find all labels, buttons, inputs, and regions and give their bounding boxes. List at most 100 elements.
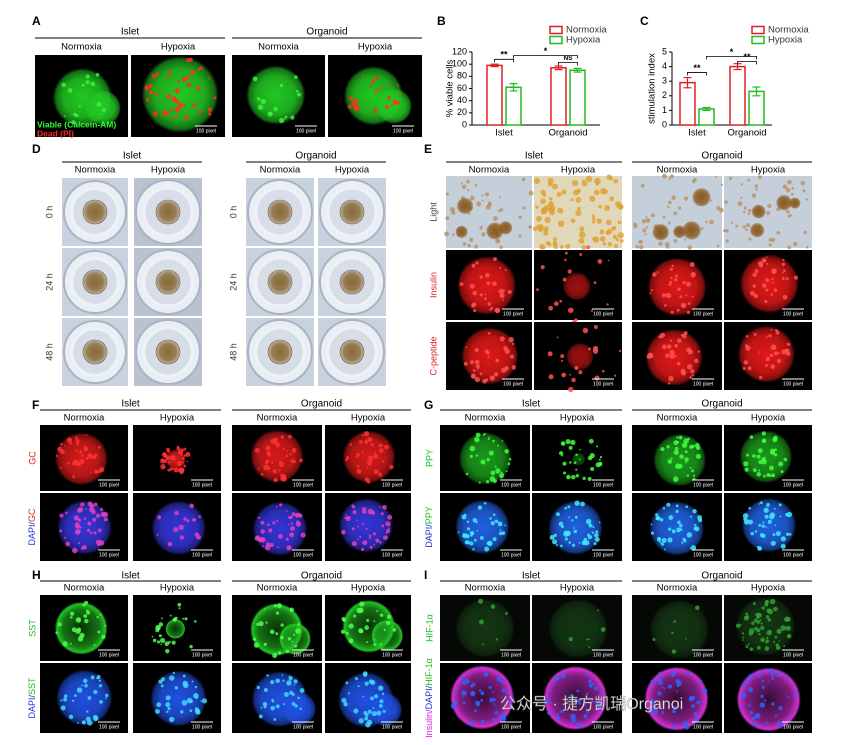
spheroid (456, 197, 474, 215)
speckle (74, 522, 80, 528)
speckle (560, 354, 565, 359)
scale-bar-label: 100 pixel (503, 311, 523, 317)
speckle (459, 282, 464, 287)
cell (745, 223, 751, 228)
speckle (588, 646, 591, 648)
speckle (158, 622, 164, 627)
speckle (596, 705, 600, 709)
speckle (689, 445, 693, 449)
speckle (494, 307, 500, 313)
speckle (657, 691, 662, 696)
row-label: 24 h (228, 273, 238, 291)
speckle (275, 704, 280, 709)
speckle (760, 622, 763, 625)
speckle (356, 465, 360, 468)
speckle (587, 476, 592, 481)
spheroid (339, 339, 365, 365)
speckle (379, 541, 382, 544)
speckle (652, 708, 659, 714)
speckle (689, 376, 693, 379)
speckle (773, 351, 779, 356)
legend-swatch (549, 25, 563, 35)
speckle (770, 293, 774, 296)
scale-bar-label: 100 pixel (293, 552, 313, 558)
speckle (364, 625, 369, 630)
speckle (588, 638, 591, 641)
speckle (693, 712, 698, 716)
speckle (72, 475, 76, 479)
speckle (174, 99, 180, 105)
speckle (494, 710, 499, 715)
speckle (771, 702, 775, 706)
speckle (568, 307, 574, 314)
speckle (757, 613, 761, 616)
cell (671, 195, 676, 200)
speckle (750, 531, 754, 536)
speckle (549, 701, 552, 704)
speckle (299, 688, 305, 693)
panel-letter: H (32, 568, 41, 582)
speckle (76, 687, 83, 693)
y-tick-label: 120 (452, 46, 467, 56)
legend-swatch (751, 35, 765, 45)
speckle (740, 706, 743, 710)
group-header: Organoid (301, 571, 342, 582)
error-bar (683, 76, 692, 89)
speckle (348, 638, 354, 644)
speckle (267, 523, 270, 527)
speckle (343, 701, 348, 707)
speckle (591, 682, 594, 686)
speckle (370, 680, 376, 685)
speckle (565, 439, 571, 445)
speckle (178, 607, 181, 610)
speckle (361, 547, 365, 551)
speckle (366, 641, 368, 644)
speckle (275, 611, 280, 615)
speckle (763, 699, 767, 702)
speckle (547, 351, 553, 357)
cell (776, 231, 781, 235)
speckle (57, 446, 63, 452)
speckle (508, 336, 514, 343)
speckle (745, 344, 748, 348)
speckle (674, 274, 678, 278)
speckle (774, 635, 778, 639)
speckle (750, 290, 755, 296)
speckle (668, 283, 672, 286)
speckle (267, 453, 271, 457)
speckle (474, 436, 480, 443)
speckle (583, 704, 587, 707)
speckle (770, 364, 776, 369)
cell (557, 220, 565, 228)
speckle (771, 473, 776, 478)
speckle (466, 520, 470, 524)
speckle (480, 691, 485, 696)
speckle (345, 631, 349, 635)
speckle (291, 702, 296, 706)
speckle (756, 615, 760, 619)
x-tick-label: Islet (495, 128, 513, 139)
speckle (759, 619, 762, 622)
speckle (299, 458, 303, 463)
speckle (85, 508, 88, 511)
cell (548, 205, 556, 212)
scale-bar-label: 100 pixel (196, 128, 216, 134)
speckle (492, 537, 497, 542)
cell (709, 219, 714, 225)
cell (449, 206, 455, 212)
speckle (769, 512, 776, 518)
speckle (614, 374, 617, 377)
speckle (778, 503, 782, 507)
cell (747, 208, 752, 213)
speckle (177, 114, 180, 117)
speckle (667, 537, 673, 543)
speckle (60, 442, 63, 446)
speckle (60, 699, 63, 702)
speckle (386, 614, 392, 619)
cell-cluster (252, 501, 308, 556)
speckle (479, 372, 483, 376)
group-header: Organoid (701, 399, 742, 410)
speckle (488, 436, 491, 439)
speckle (686, 532, 692, 538)
speckle (364, 439, 369, 444)
